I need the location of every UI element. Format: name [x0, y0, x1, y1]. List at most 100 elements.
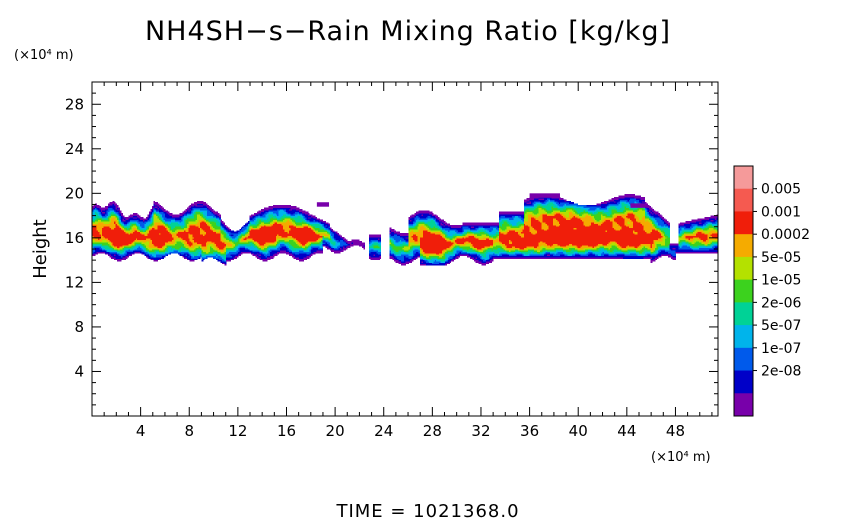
field-cell-run — [570, 250, 579, 253]
field-cell-run — [322, 244, 326, 247]
field-cell-run — [601, 249, 605, 251]
field-cell-run — [249, 220, 256, 223]
field-cell-run — [609, 250, 614, 253]
field-cell-run — [189, 244, 192, 247]
field-cell-run — [108, 216, 110, 219]
field-cell-run — [322, 242, 326, 245]
field-cell-run — [714, 246, 718, 249]
field-cell-run — [503, 222, 509, 225]
field-cell-run — [393, 240, 396, 243]
field-cell-run — [571, 211, 576, 214]
field-cell-run — [329, 249, 335, 251]
field-cell-run — [278, 212, 288, 215]
field-cell-run — [372, 243, 380, 246]
field-cell-run — [102, 218, 109, 221]
field-cell-run — [538, 198, 545, 200]
field-cell-run — [395, 253, 399, 255]
field-cell-run — [166, 249, 169, 251]
field-cell-run — [698, 240, 703, 243]
field-cell-run — [606, 243, 611, 246]
field-cell-run — [116, 246, 121, 249]
field-cell-run — [529, 228, 536, 231]
field-cell-run — [268, 247, 278, 250]
field-cell-run — [110, 254, 115, 257]
field-cell-run — [315, 230, 319, 233]
field-cell-run — [544, 200, 548, 203]
field-cell-run — [704, 226, 708, 229]
field-cell-run — [129, 214, 140, 216]
field-cell-run — [110, 242, 113, 245]
field-cell-run — [92, 215, 96, 218]
field-cell-run — [496, 244, 501, 247]
field-cell-run — [498, 228, 503, 231]
field-cell-run — [633, 223, 643, 226]
field-cell-run — [271, 250, 281, 253]
field-cell-run — [116, 223, 119, 226]
field-cell-run — [638, 218, 643, 221]
field-cell-run — [309, 219, 315, 222]
field-cell-run — [716, 218, 718, 221]
field-cell-run — [414, 253, 421, 255]
field-cell-run — [659, 226, 669, 229]
field-cell-run — [188, 236, 195, 239]
field-cell-run — [641, 208, 646, 211]
field-cell-run — [462, 226, 469, 229]
field-cell-run — [151, 254, 157, 257]
field-cell-run — [285, 250, 290, 253]
field-cell-run — [625, 246, 636, 249]
field-cell-run — [420, 238, 446, 241]
field-cell-run — [148, 251, 157, 254]
field-cell-run — [145, 228, 148, 231]
field-cell-run — [659, 216, 662, 219]
field-cell-run — [147, 215, 150, 218]
field-cell-run — [248, 227, 250, 230]
field-cell-run — [93, 235, 102, 238]
field-cell-run — [539, 251, 544, 254]
field-cell-run — [421, 261, 424, 263]
field-cell-run — [249, 226, 253, 229]
field-cell-run — [498, 232, 504, 235]
field-cell-run — [707, 244, 711, 247]
field-cell-run — [662, 238, 666, 241]
field-cell-run — [303, 224, 309, 227]
field-cell-run — [589, 253, 593, 255]
field-cell-run — [652, 212, 654, 215]
field-cell-run — [704, 242, 708, 245]
field-cell-run — [246, 222, 250, 225]
field-cell-run — [496, 234, 500, 237]
field-cell-run — [539, 247, 544, 250]
field-cell-run — [418, 251, 421, 254]
field-cell-run — [232, 244, 236, 247]
field-cell-run — [189, 251, 199, 254]
field-cell-run — [415, 223, 418, 226]
field-cell-run — [110, 215, 116, 218]
field-cell-run — [500, 215, 506, 218]
field-cell-run — [307, 224, 312, 227]
field-cell-run — [552, 210, 561, 212]
field-cell-run — [291, 219, 296, 222]
field-cell-run — [487, 251, 495, 254]
field-cell-run — [428, 261, 434, 263]
field-cell-run — [369, 246, 374, 249]
field-cell-run — [409, 246, 414, 249]
field-cell-run — [234, 244, 237, 247]
field-cell-run — [94, 207, 97, 210]
field-cell-run — [577, 251, 586, 254]
field-cell-run — [287, 249, 291, 251]
field-cell-run — [528, 250, 535, 253]
field-cell-run — [551, 211, 555, 214]
field-cell-run — [160, 214, 163, 216]
field-cell-run — [436, 223, 439, 226]
field-cell-run — [248, 231, 250, 234]
field-cell-run — [539, 250, 544, 253]
field-cell-run — [144, 254, 150, 257]
field-cell-run — [156, 212, 160, 215]
field-cell-run — [615, 242, 618, 245]
field-cell-run — [554, 199, 565, 202]
field-cell-run — [116, 218, 119, 221]
field-cell-run — [412, 254, 415, 257]
field-cell-run — [128, 249, 131, 251]
field-cell-run — [634, 202, 638, 204]
field-cell-run — [684, 232, 694, 235]
field-cell-run — [237, 251, 242, 254]
